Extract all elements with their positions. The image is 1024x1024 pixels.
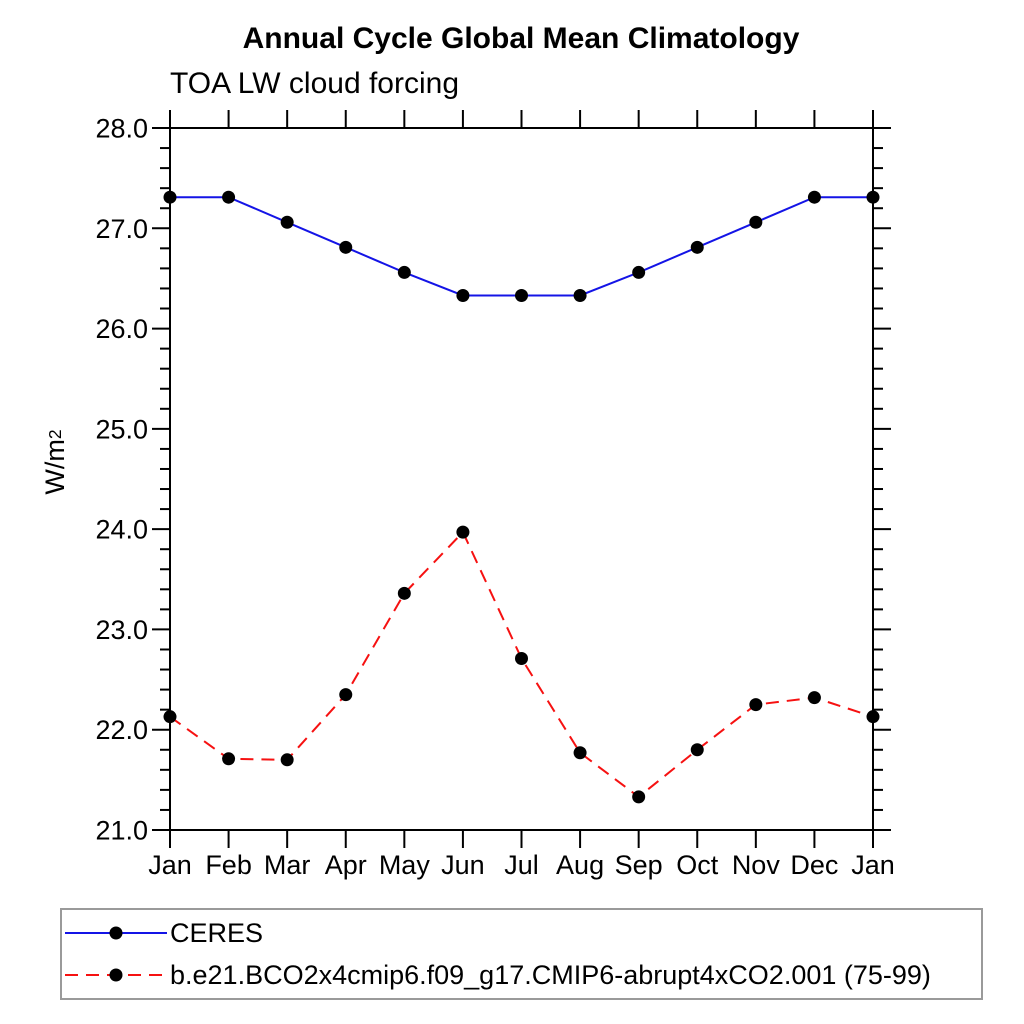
data-point-series-0	[632, 265, 646, 279]
data-point-series-0	[515, 288, 528, 302]
data-point-series-1	[163, 710, 177, 724]
data-point-series-0	[690, 240, 704, 254]
x-tick-label: Nov	[732, 850, 781, 880]
y-tick-label: 22.0	[95, 715, 148, 745]
data-point-series-1	[690, 743, 704, 757]
data-point-series-1	[222, 752, 236, 766]
y-tick-label: 27.0	[95, 214, 148, 244]
legend-item-0: CERES	[62, 912, 981, 954]
series-line-0	[170, 196, 873, 297]
data-point-series-0	[280, 215, 294, 229]
data-point-series-1	[280, 753, 294, 767]
data-point-series-1	[807, 691, 821, 705]
data-point-series-0	[573, 288, 587, 302]
x-tick-label: Oct	[676, 850, 719, 880]
x-tick-label: Mar	[264, 850, 311, 880]
x-tick-label: Aug	[556, 850, 604, 880]
y-tick-label: 25.0	[95, 414, 148, 444]
y-tick-label: 23.0	[95, 615, 148, 645]
legend-line-sample-1	[65, 968, 167, 982]
legend-label-1: b.e21.BCO2x4cmip6.f09_g17.CMIP6-abrupt4x…	[170, 959, 931, 990]
data-point-series-0	[807, 190, 821, 204]
data-point-series-1	[573, 746, 587, 760]
data-point-series-1	[339, 688, 353, 702]
y-tick-label: 21.0	[95, 816, 148, 846]
x-tick-label: Sep	[615, 850, 663, 880]
y-tick-label: 28.0	[95, 114, 148, 144]
data-point-series-0	[339, 240, 353, 254]
data-point-series-0	[866, 190, 880, 204]
data-point-series-1	[632, 790, 646, 804]
data-point-series-0	[749, 215, 763, 229]
legend-item-1: b.e21.BCO2x4cmip6.f09_g17.CMIP6-abrupt4x…	[62, 954, 981, 996]
x-tick-label: Jun	[441, 850, 485, 880]
y-tick-label: 24.0	[95, 515, 148, 545]
data-point-series-0	[456, 288, 470, 302]
x-tick-label: Jul	[504, 850, 539, 880]
x-tick-label: Feb	[205, 850, 252, 880]
data-point-series-0	[163, 190, 177, 204]
x-tick-label: Dec	[790, 850, 838, 880]
legend-box: CERES b.e21.BCO2x4cmip6.f09_g17.CMIP6-abr…	[60, 908, 983, 1000]
plot-frame	[169, 127, 874, 831]
y-tick-label: 26.0	[95, 314, 148, 344]
data-point-series-1	[397, 586, 411, 600]
legend-line-sample-0	[65, 926, 167, 940]
data-point-series-1	[515, 652, 528, 666]
legend-label-0: CERES	[170, 917, 264, 948]
data-point-series-0	[222, 190, 236, 204]
x-tick-label: Apr	[325, 850, 367, 880]
data-point-series-1	[456, 525, 470, 539]
chart-title: Annual Cycle Global Mean Climatology	[242, 22, 800, 55]
x-tick-label: Jan	[851, 850, 895, 880]
x-tick-label: May	[379, 850, 431, 880]
data-point-series-1	[749, 698, 763, 712]
data-point-series-0	[397, 265, 411, 279]
legend-marker-icon	[109, 926, 123, 940]
chart-subtitle: TOA LW cloud forcing	[170, 67, 460, 100]
x-tick-label: Jan	[148, 850, 192, 880]
data-point-series-1	[866, 710, 880, 724]
legend-marker-icon	[109, 968, 123, 982]
